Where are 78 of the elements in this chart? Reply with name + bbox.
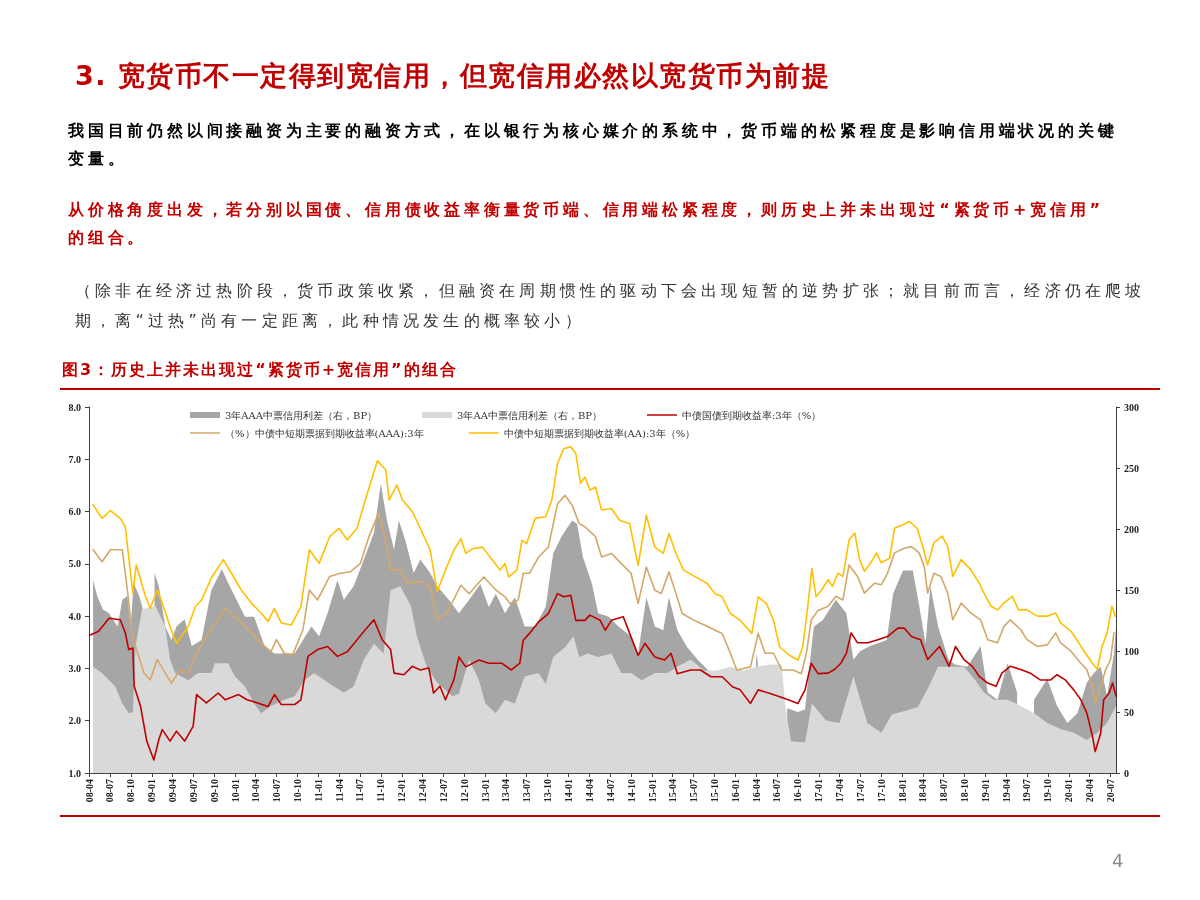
- y2-tick-label: 150: [1124, 584, 1139, 596]
- x-tick-label: 09-04: [166, 779, 178, 803]
- y2-tick-label: 300: [1124, 401, 1139, 413]
- legend-label: 中债中短期票据到期收益率(AA):3年（%）: [503, 427, 696, 439]
- text: 我国目前仍然以间接融资为主要的融资方式，在以银行为核心媒介的系统中，货币端的松紧程度是影响信用端状况的关键变量。: [68, 120, 1119, 170]
- x-tick-label: 15-04: [667, 779, 679, 803]
- legend-label: 3年AA中票信用利差（右，BP）: [457, 409, 602, 421]
- text: （除非在经济过热阶段，货币政策收紧，但融资在周期惯性的驱动下会出现短暂的逆势扩张；就目前而言，经济仍在爬坡期，离“过热”尚有一定距离，此种情况发生的概率较小）: [75, 280, 1147, 332]
- x-tick-label: 10-04: [250, 779, 262, 803]
- x-tick-label: 15-10: [708, 779, 720, 803]
- x-tick-label: 13-01: [479, 779, 491, 803]
- x-tick-label: 14-10: [625, 779, 637, 803]
- y-tick-label: 3.0: [68, 662, 81, 674]
- legend-label: 3年AAA中票信用利差（右，BP）: [225, 409, 378, 421]
- x-tick-label: 20-01: [1063, 779, 1075, 803]
- y-tick-label: 1.0: [68, 767, 81, 779]
- x-tick-label: 17-04: [834, 779, 845, 803]
- x-tick-label: 10-07: [270, 779, 282, 803]
- y2-tick-label: 250: [1124, 462, 1139, 474]
- chart-subtitle: 图3：历史上并未出现过“紧货币+宽信用”的组合: [62, 360, 458, 381]
- y2-tick-label: 200: [1124, 523, 1139, 535]
- y2-tick-label: 50: [1124, 706, 1134, 718]
- x-tick-label: 15-01: [646, 779, 658, 803]
- y2-tick-label: 0: [1124, 767, 1129, 779]
- x-tick-label: 09-10: [208, 779, 220, 803]
- x-tick-label: 09-01: [146, 779, 158, 803]
- y-tick-label: 2.0: [68, 715, 81, 727]
- legend-label: （%）中债中短期票据到期收益率(AAA):3年: [225, 427, 424, 439]
- line-series: [92, 445, 1117, 671]
- y2-tick-label: 100: [1124, 645, 1139, 657]
- y-tick-label: 5.0: [68, 558, 81, 570]
- x-tick-label: 08-07: [104, 779, 116, 803]
- y-tick-label: 8.0: [68, 401, 81, 413]
- x-tick-label: 17-07: [854, 779, 866, 803]
- text: 4: [1112, 850, 1124, 871]
- legend-label: 中债国债到期收益率:3年（%）: [681, 409, 822, 421]
- text: 从价格角度出发，若分别以国债、信用债收益率衡量货币端、信用端松紧程度，则历史上并未出现过“紧货币+宽信用”的组合。: [68, 199, 1105, 249]
- x-tick-label: 19-01: [980, 779, 992, 803]
- x-tick-label: 13-07: [521, 779, 533, 803]
- x-tick-label: 20-07: [1105, 779, 1117, 803]
- x-tick-label: 18-10: [959, 779, 971, 803]
- x-tick-label: 16-07: [771, 779, 783, 803]
- x-tick-label: 18-04: [917, 779, 929, 803]
- x-tick-label: 19-07: [1021, 779, 1033, 803]
- line-series: [92, 494, 1115, 704]
- y-tick-label: 4.0: [68, 610, 81, 622]
- x-tick-label: 19-10: [1042, 779, 1054, 803]
- x-tick-label: 08-04: [83, 779, 95, 803]
- x-tick-label: 12-04: [417, 779, 429, 803]
- x-tick-label: 16-01: [729, 779, 741, 803]
- x-tick-label: 17-01: [813, 779, 825, 803]
- x-tick-label: 11-01: [312, 779, 324, 802]
- x-tick-label: 14-07: [604, 779, 616, 803]
- x-tick-label: 09-07: [187, 779, 199, 803]
- x-tick-label: 14-04: [583, 779, 595, 803]
- x-tick-label: 18-07: [938, 779, 950, 803]
- y-tick-label: 6.0: [68, 506, 81, 518]
- x-tick-label: 19-04: [1000, 779, 1012, 803]
- x-tick-label: 16-04: [750, 779, 762, 803]
- x-tick-label: 16-10: [792, 779, 804, 803]
- x-tick-label: 20-04: [1084, 779, 1096, 803]
- x-tick-label: 13-10: [542, 779, 554, 803]
- x-tick-label: 13-04: [500, 779, 512, 803]
- x-tick-label: 12-10: [458, 779, 470, 803]
- x-tick-label: 10-10: [291, 779, 303, 803]
- x-tick-label: 15-07: [687, 779, 699, 803]
- x-tick-label: 11-10: [375, 779, 387, 802]
- x-tick-label: 10-01: [229, 779, 241, 803]
- x-tick-label: 18-01: [896, 779, 908, 803]
- x-tick-label: 12-07: [437, 779, 449, 803]
- x-tick-label: 14-01: [563, 779, 575, 803]
- x-tick-label: 11-04: [333, 779, 345, 802]
- x-tick-label: 11-07: [354, 779, 366, 802]
- x-tick-label: 17-10: [875, 779, 887, 803]
- y-tick-label: 7.0: [68, 453, 81, 465]
- x-tick-label: 12-01: [396, 779, 408, 803]
- x-tick-label: 08-10: [125, 779, 137, 803]
- chart-title: 3. 宽货币不一定得到宽信用，但宽信用必然以宽货币为前提: [75, 59, 831, 93]
